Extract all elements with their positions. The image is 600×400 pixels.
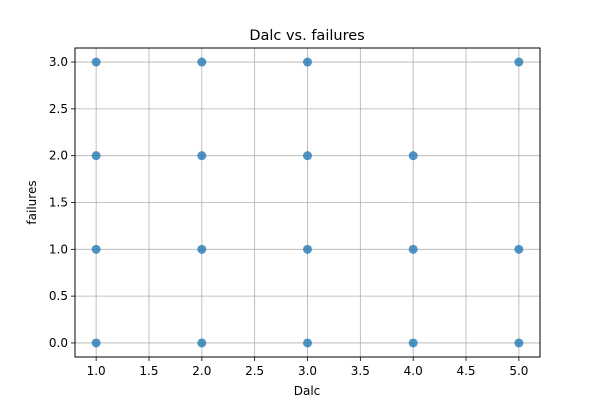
x-tick-label: 2.0 [192,364,211,378]
scatter-point [197,151,207,161]
scatter-point [91,338,101,348]
scatter-point [197,244,207,254]
scatter-point [197,57,207,67]
scatter-point [303,151,312,161]
x-tick-label: 3.5 [351,364,370,378]
x-tick-label: 2.5 [245,364,264,378]
scatter-point [408,244,418,254]
x-tick-label: 4.0 [404,364,423,378]
x-tick-label: 1.0 [87,364,106,378]
y-tick-label: 2.0 [49,149,68,163]
y-tick-label: 1.0 [49,242,68,256]
scatter-point [303,244,312,254]
y-tick-label: 3.0 [49,55,68,69]
scatter-point [303,57,312,67]
x-axis-ticks: 1.0 1.5 2.0 2.5 3.0 3.5 4.0 4.5 5.0 [87,357,528,378]
y-tick-label: 0.0 [49,336,68,350]
scatter-point [91,57,101,67]
scatter-point [514,57,524,67]
x-tick-label: 3.0 [298,364,317,378]
y-tick-label: 0.5 [49,289,68,303]
x-tick-label: 5.0 [509,364,528,378]
scatter-point [408,338,418,348]
x-tick-label: 4.5 [456,364,475,378]
y-tick-label: 1.5 [49,196,68,210]
scatter-point [197,338,207,348]
scatter-point [303,338,312,348]
y-axis-ticks: 0.0 0.5 1.0 1.5 2.0 2.5 3.0 [49,55,75,350]
x-axis-label: Dalc [294,384,321,398]
scatter-point [514,338,524,348]
scatter-point [91,244,101,254]
y-axis-label: failures [25,180,39,224]
chart-title: Dalc vs. failures [249,28,364,44]
x-tick-label: 1.5 [139,364,158,378]
scatter-point [408,151,418,161]
scatter-point [91,151,101,161]
data-points [91,57,524,348]
y-tick-label: 2.5 [49,102,68,116]
scatter-point [514,244,524,254]
